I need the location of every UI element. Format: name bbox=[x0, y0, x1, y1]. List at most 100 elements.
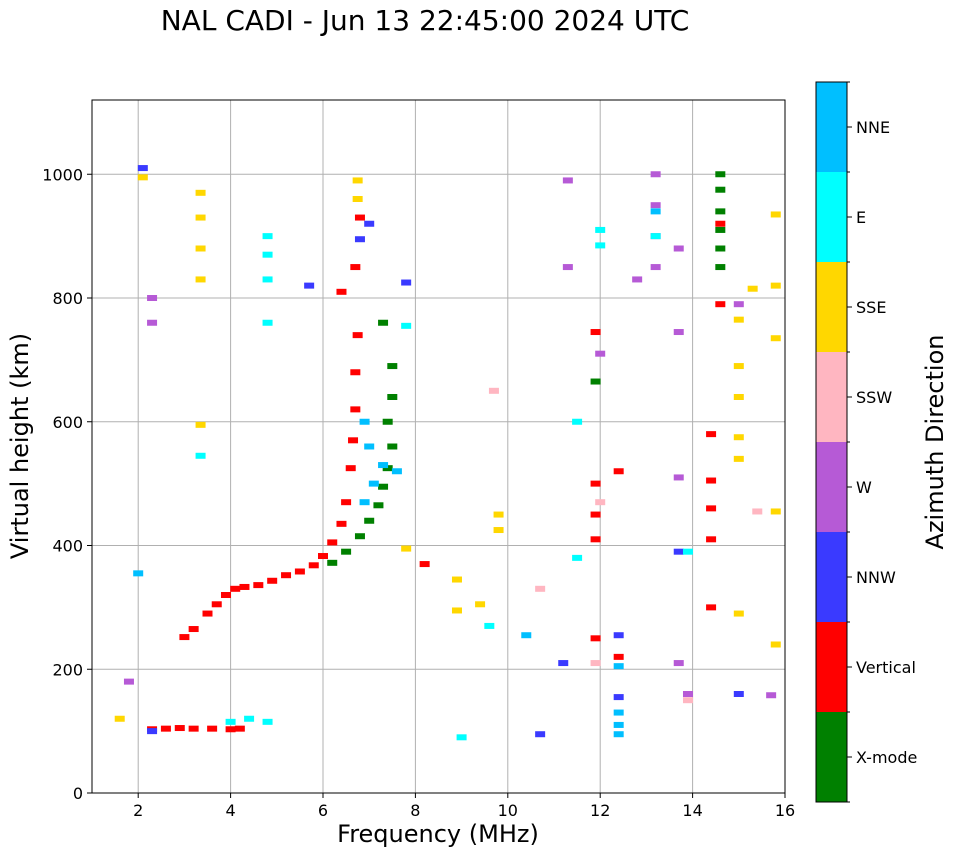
data-point-e bbox=[262, 251, 273, 258]
data-point-sse bbox=[733, 363, 744, 370]
colorbar-segment-sse bbox=[816, 262, 847, 352]
data-point-vertical bbox=[336, 288, 347, 295]
data-point-e bbox=[262, 233, 273, 240]
data-point-vertical bbox=[308, 562, 319, 569]
data-point-nne bbox=[378, 462, 389, 469]
colorbar-label: Azimuth Direction bbox=[921, 335, 949, 550]
data-point-nnw bbox=[304, 282, 315, 289]
data-point-e bbox=[401, 322, 412, 329]
data-point-vertical bbox=[350, 369, 361, 376]
data-point-nnw bbox=[354, 236, 365, 243]
data-point-nne bbox=[613, 721, 624, 728]
data-point-vertical bbox=[211, 601, 222, 608]
data-point-sse bbox=[451, 576, 462, 583]
data-point-vertical bbox=[706, 536, 717, 543]
data-point-vertical bbox=[354, 214, 365, 221]
data-point-nne bbox=[613, 663, 624, 670]
data-point-vertical bbox=[350, 264, 361, 271]
data-point-sse bbox=[493, 511, 504, 518]
data-point-e bbox=[484, 622, 495, 629]
data-point-nne bbox=[359, 499, 370, 506]
data-point-vertical bbox=[348, 437, 359, 444]
colorbar-frame bbox=[815, 81, 848, 803]
data-point-x-mode bbox=[715, 245, 726, 252]
data-point-e bbox=[572, 418, 583, 425]
data-point-vertical bbox=[188, 725, 199, 732]
data-point-e bbox=[225, 718, 236, 725]
data-point-nne bbox=[613, 709, 624, 716]
y-tick-label: 0 bbox=[73, 784, 83, 803]
data-point-x-mode bbox=[341, 548, 352, 555]
data-point-e bbox=[244, 715, 255, 722]
data-point-w bbox=[673, 660, 684, 667]
data-point-vertical bbox=[202, 610, 213, 617]
y-tick-label: 800 bbox=[52, 289, 83, 308]
colorbar-segment-nnw bbox=[816, 532, 847, 622]
data-point-sse bbox=[733, 316, 744, 323]
data-point-w bbox=[595, 350, 606, 357]
data-point-e bbox=[595, 226, 606, 233]
data-point-x-mode bbox=[715, 171, 726, 178]
data-point-sse bbox=[137, 174, 148, 181]
data-point-x-mode bbox=[387, 394, 398, 400]
y-axis-label: Virtual height (km) bbox=[6, 333, 34, 559]
y-ticks: 0 200 400 600 800 1000 bbox=[42, 165, 92, 803]
data-point-vertical bbox=[179, 634, 190, 641]
data-point-w bbox=[147, 295, 158, 301]
data-point-vertical bbox=[174, 725, 185, 732]
x-tick-label: 8 bbox=[410, 801, 420, 820]
data-point-w bbox=[682, 691, 693, 697]
data-point-nne bbox=[391, 468, 402, 475]
data-point-ssw bbox=[595, 499, 606, 506]
data-point-sse bbox=[352, 196, 363, 202]
data-point-nne bbox=[613, 731, 624, 738]
data-point-sse bbox=[114, 715, 125, 722]
colorbar-segment-vertical bbox=[816, 622, 847, 712]
data-point-vertical bbox=[239, 583, 250, 590]
data-point-e bbox=[262, 718, 273, 725]
data-point-sse bbox=[401, 545, 412, 552]
colorbar-segment-e bbox=[816, 172, 847, 262]
data-point-vertical bbox=[350, 406, 361, 413]
data-point-vertical bbox=[590, 480, 601, 487]
colorbar-segment-x-mode bbox=[816, 712, 847, 802]
data-point-w bbox=[733, 301, 744, 308]
chart-title: NAL CADI - Jun 13 22:45:00 2024 UTC bbox=[160, 4, 690, 37]
data-point-x-mode bbox=[354, 533, 365, 540]
colorbar-tick-label: SSE bbox=[856, 298, 886, 317]
data-point-x-mode bbox=[378, 483, 389, 490]
data-point-w bbox=[147, 319, 158, 326]
data-point-nnw bbox=[147, 728, 158, 735]
data-point-x-mode bbox=[715, 226, 726, 233]
data-point-nnw bbox=[613, 694, 624, 701]
data-point-sse bbox=[493, 527, 504, 534]
data-point-nnw bbox=[137, 165, 148, 172]
data-point-e bbox=[262, 319, 273, 326]
data-point-w bbox=[673, 245, 684, 252]
data-point-vertical bbox=[294, 568, 305, 575]
y-tick-label: 400 bbox=[52, 537, 83, 556]
data-point-vertical bbox=[590, 635, 601, 642]
data-point-nnw bbox=[558, 660, 569, 667]
data-point-x-mode bbox=[715, 186, 726, 193]
data-point-w bbox=[766, 692, 777, 699]
colorbar-tick-label: NNE bbox=[856, 118, 890, 137]
data-point-nnw bbox=[673, 548, 684, 555]
x-tick-label: 14 bbox=[682, 801, 702, 820]
data-point-sse bbox=[733, 394, 744, 400]
data-point-sse bbox=[770, 282, 781, 289]
data-point-nnw bbox=[733, 691, 744, 697]
data-point-e bbox=[262, 276, 273, 283]
data-point-x-mode bbox=[364, 517, 375, 524]
data-point-e bbox=[572, 554, 583, 561]
data-point-vertical bbox=[207, 725, 218, 732]
data-point-sse bbox=[770, 641, 781, 648]
colorbar-tick-label: W bbox=[856, 478, 872, 497]
x-tick-label: 6 bbox=[318, 801, 328, 820]
data-point-x-mode bbox=[715, 208, 726, 215]
data-point-vertical bbox=[715, 301, 726, 308]
colorbar-segment-w bbox=[816, 442, 847, 532]
data-point-nne bbox=[364, 443, 375, 450]
data-point-vertical bbox=[706, 477, 717, 484]
